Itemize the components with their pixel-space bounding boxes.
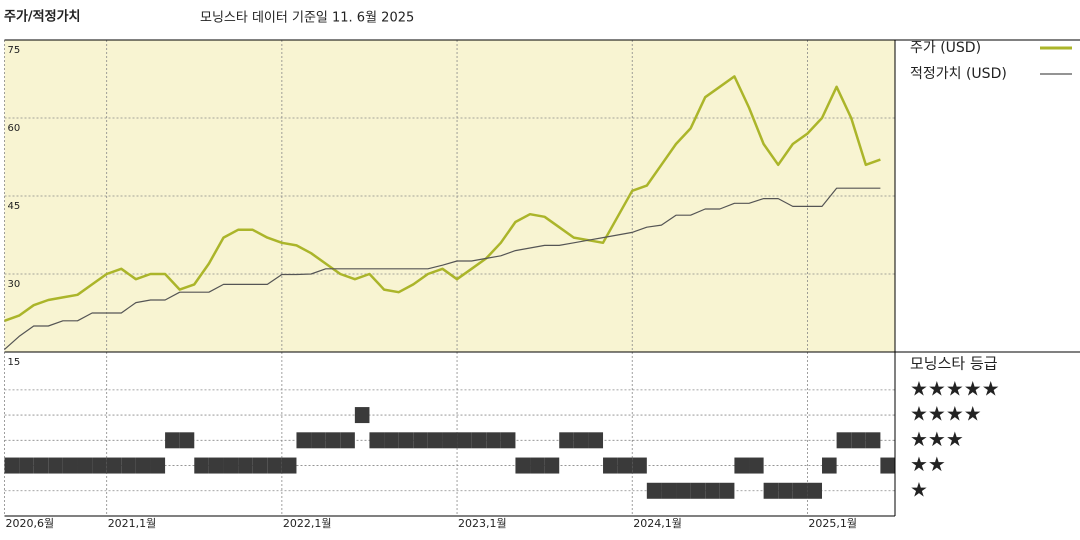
- y-tick-label: 45: [8, 201, 21, 212]
- rating-bar: [398, 432, 414, 449]
- rating-bar: [19, 457, 34, 474]
- rating-bar: [223, 457, 239, 474]
- rating-bar: [646, 482, 662, 499]
- rating-bar: [544, 457, 560, 474]
- legend-label: 주가 (USD): [910, 40, 981, 56]
- rating-bar: [719, 482, 735, 499]
- rating-bar: [325, 432, 341, 449]
- rating-bar: [208, 457, 224, 474]
- rating-label: ★: [910, 477, 928, 501]
- rating-bar: [238, 457, 253, 474]
- rating-label: ★★: [910, 452, 946, 476]
- rating-bar: [792, 482, 808, 499]
- x-tick-label: 2024,1월: [633, 517, 682, 530]
- x-tick-label: 2022,1월: [283, 517, 332, 530]
- plot: 15 30 45 60 75 2020,6월 2021,1월 2022,1월 2023,1월 20…: [4, 39, 1080, 530]
- rating-bar: [588, 432, 604, 449]
- rating-bar: [457, 432, 472, 449]
- legend-label: 적정가치 (USD): [910, 66, 1007, 82]
- rating-bar: [311, 432, 326, 449]
- rating-bar: [515, 457, 531, 474]
- rating-bar: [865, 432, 881, 449]
- x-tick-label: 2020,6월: [6, 517, 55, 530]
- rating-bar: [690, 482, 706, 499]
- series-line: [4, 75, 881, 322]
- rating-bar: [851, 432, 866, 449]
- rating-bar: [194, 457, 209, 474]
- rating-bar: [4, 457, 20, 474]
- y-tick-label: 60: [8, 123, 21, 134]
- rating-bar: [413, 432, 428, 449]
- x-tick-label: 2025,1월: [808, 517, 857, 530]
- rating-bar: [749, 457, 764, 474]
- rating-bar: [763, 482, 779, 499]
- rating-bar: [281, 457, 297, 474]
- rating-bar: [384, 432, 399, 449]
- chart-title: 주가/적정가치: [4, 9, 81, 25]
- rating-bar: [179, 432, 195, 449]
- rating-bar: [267, 457, 282, 474]
- y-tick-label: 75: [8, 45, 21, 56]
- rating-bar: [33, 457, 49, 474]
- rating-bar: [165, 432, 180, 449]
- rating-bar: [807, 482, 823, 499]
- series-line: [4, 187, 881, 350]
- chart-subtitle: 모닝스타 데이터 기준일 11. 6월 2025: [200, 11, 414, 26]
- rating-bar: [573, 432, 589, 449]
- rating-bar: [135, 457, 151, 474]
- rating-bar: [150, 457, 166, 474]
- rating-label: ★★★: [910, 427, 964, 451]
- rating-bar: [252, 457, 268, 474]
- rating-bar: [48, 457, 63, 474]
- x-tick-label: 2023,1월: [458, 517, 507, 530]
- rating-bar: [442, 432, 458, 449]
- rating-bar: [427, 432, 443, 449]
- rating-bar: [617, 457, 633, 474]
- y-tick-label: 15: [8, 357, 21, 368]
- rating-bar: [559, 432, 574, 449]
- rating-title: 모닝스타 등급: [910, 355, 998, 373]
- rating-bar: [778, 482, 793, 499]
- rating-bar: [486, 432, 501, 449]
- rating-bar: [705, 482, 720, 499]
- rating-bar: [822, 457, 837, 474]
- rating-bar: [354, 407, 370, 424]
- rating-bar: [836, 432, 852, 449]
- rating-bar: [106, 457, 122, 474]
- y-tick-label: 30: [8, 279, 21, 290]
- rating-bar: [661, 482, 677, 499]
- rating-bar: [296, 432, 312, 449]
- rating-bar: [603, 457, 618, 474]
- rating-label: ★★★★★: [910, 376, 1000, 400]
- x-tick-label: 2021,1월: [108, 517, 157, 530]
- rating-bar: [734, 457, 750, 474]
- rating-bar: [62, 457, 78, 474]
- rating-bar: [500, 432, 516, 449]
- rating-bar: [92, 457, 107, 474]
- rating-bar: [880, 457, 895, 474]
- rating-bar: [77, 457, 93, 474]
- rating-label: ★★★★: [910, 402, 982, 426]
- rating-bar: [471, 432, 487, 449]
- rating-bar: [676, 482, 691, 499]
- rating-bar: [121, 457, 136, 474]
- rating-bar: [632, 457, 647, 474]
- rating-bar: [340, 432, 355, 449]
- rating-bar: [530, 457, 545, 474]
- rating-bar: [369, 432, 385, 449]
